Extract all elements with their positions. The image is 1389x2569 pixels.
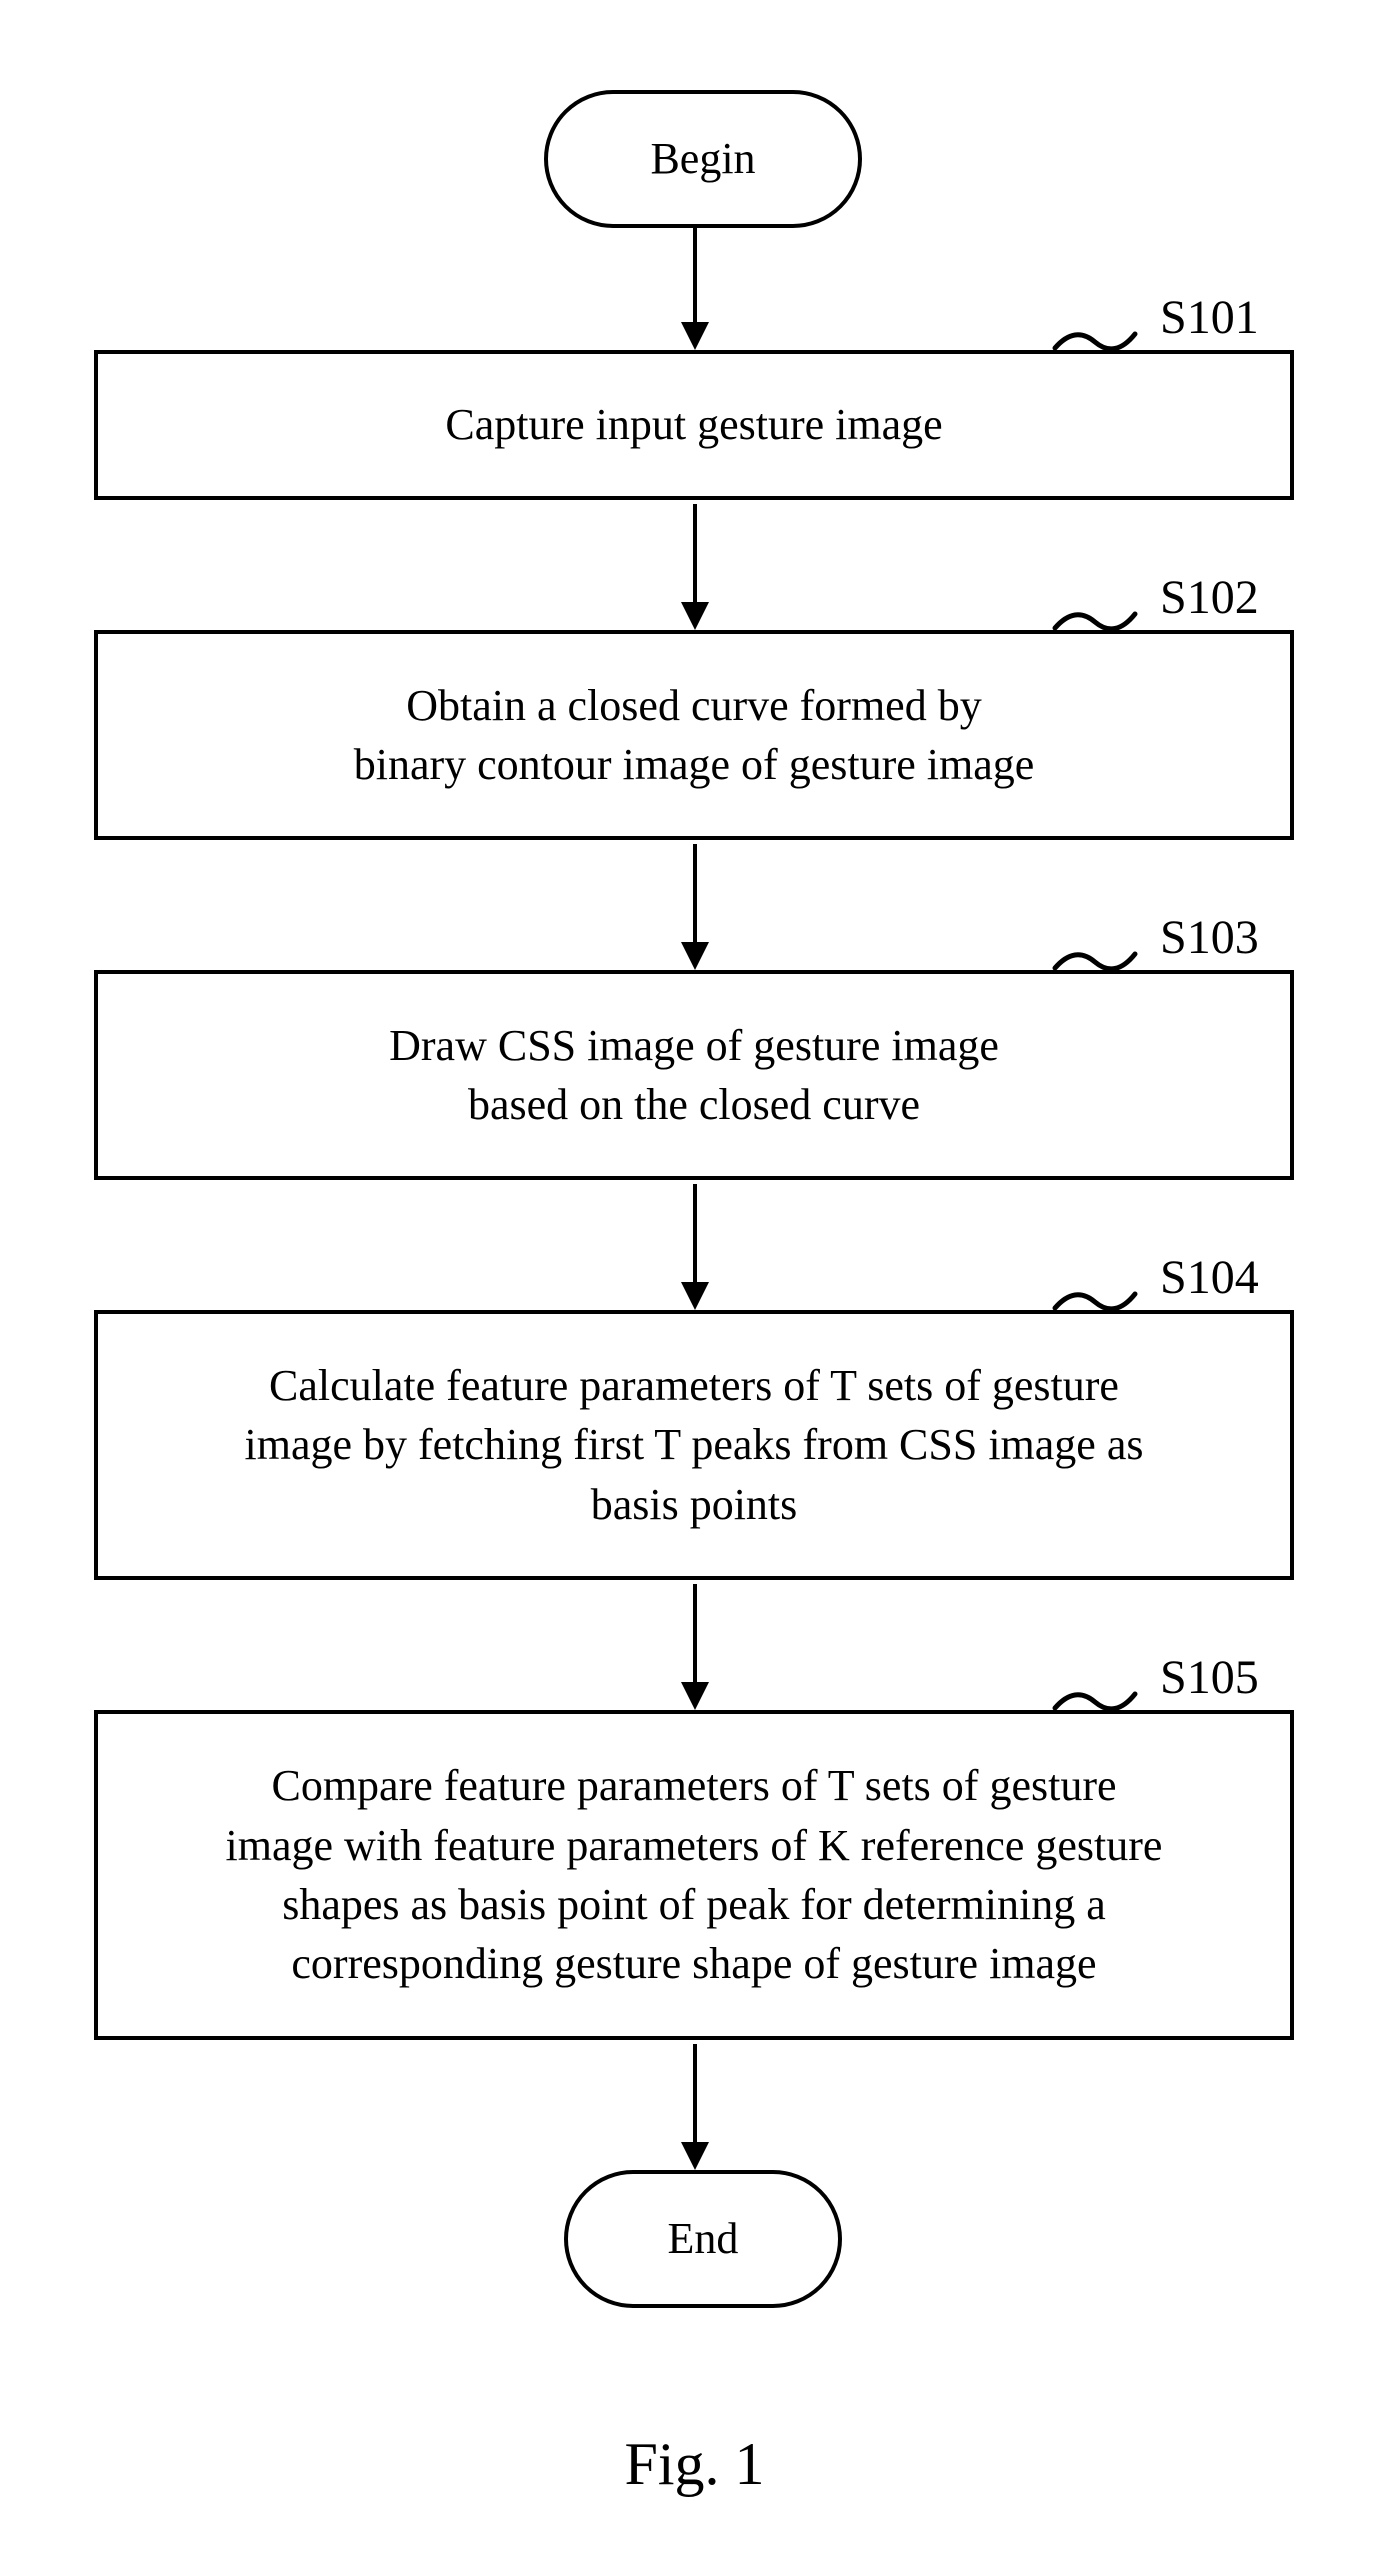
figure-caption: Fig. 1	[624, 2430, 764, 2499]
label-s102: S102	[1160, 570, 1259, 625]
label-s101: S101	[1160, 290, 1259, 345]
arrow-s105-end	[693, 2044, 697, 2142]
label-s105: S105	[1160, 1650, 1259, 1705]
arrow-s101-s102-head	[681, 602, 709, 630]
arrow-s102-s103	[693, 844, 697, 942]
flowchart-canvas: Begin S101 Capture input gesture image S…	[0, 0, 1389, 2569]
process-s105-text: Compare feature parameters of T sets of …	[226, 1756, 1163, 1994]
process-s102-text: Obtain a closed curve formed bybinary co…	[354, 676, 1035, 795]
process-s101-text: Capture input gesture image	[445, 395, 942, 454]
arrow-s104-s105	[693, 1584, 697, 1682]
arrow-s103-s104	[693, 1184, 697, 1282]
process-s104: Calculate feature parameters of T sets o…	[94, 1310, 1294, 1580]
process-s105: Compare feature parameters of T sets of …	[94, 1710, 1294, 2040]
process-s103: Draw CSS image of gesture imagebased on …	[94, 970, 1294, 1180]
arrow-begin-s101	[693, 224, 697, 322]
arrow-s102-s103-head	[681, 942, 709, 970]
label-s103: S103	[1160, 910, 1259, 965]
label-s104: S104	[1160, 1250, 1259, 1305]
terminator-end-text: End	[668, 2209, 739, 2268]
arrow-s101-s102	[693, 504, 697, 602]
arrow-s104-s105-head	[681, 1682, 709, 1710]
process-s104-text: Calculate feature parameters of T sets o…	[245, 1356, 1144, 1534]
process-s102: Obtain a closed curve formed bybinary co…	[94, 630, 1294, 840]
process-s101: Capture input gesture image	[94, 350, 1294, 500]
process-s103-text: Draw CSS image of gesture imagebased on …	[389, 1016, 999, 1135]
terminator-begin-text: Begin	[650, 129, 755, 188]
arrow-begin-s101-head	[681, 322, 709, 350]
terminator-end: End	[564, 2170, 842, 2308]
arrow-s103-s104-head	[681, 1282, 709, 1310]
terminator-begin: Begin	[544, 90, 862, 228]
arrow-s105-end-head	[681, 2142, 709, 2170]
